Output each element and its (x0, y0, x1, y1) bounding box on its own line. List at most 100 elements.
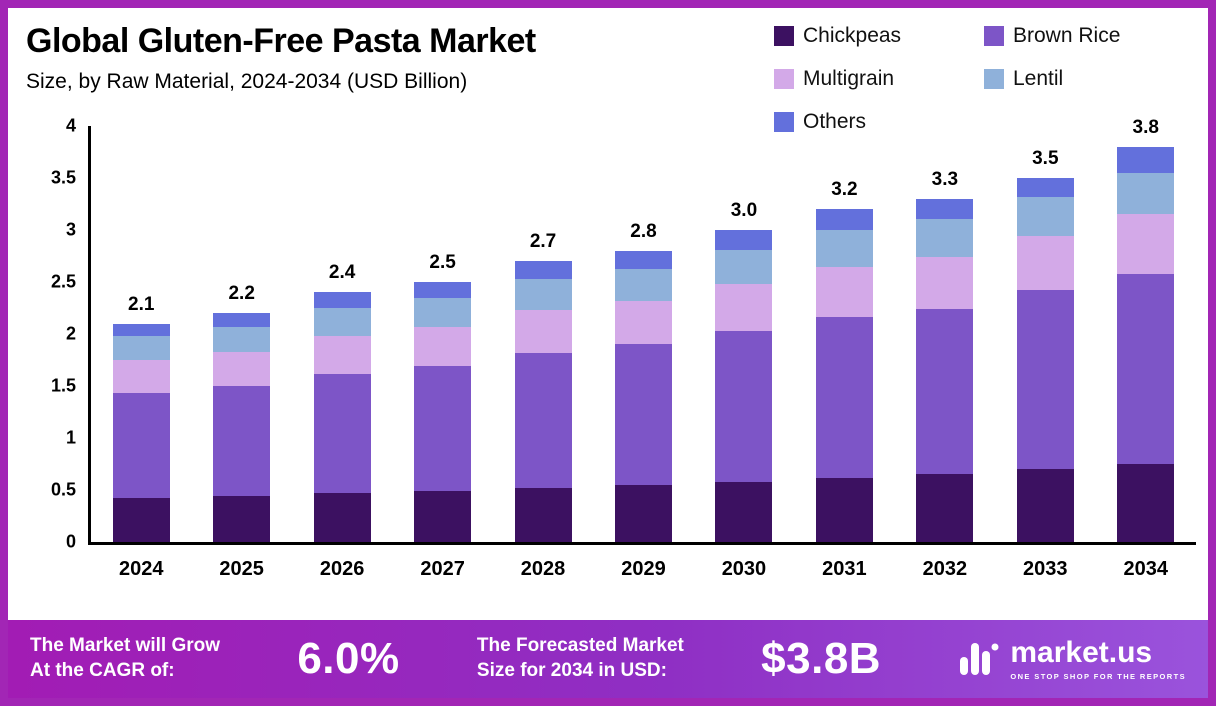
bar-group-2034: 3.8 (1096, 117, 1196, 542)
bar-segment-lentil (313, 308, 371, 337)
chart-header: Global Gluten-Free Pasta Market Size, by… (26, 22, 536, 94)
bar-segment-lentil (414, 297, 472, 327)
bar-segment-brown-rice (112, 393, 170, 499)
bar-total-label: 3.8 (1132, 116, 1159, 138)
brand-name: market.us (1010, 635, 1153, 669)
stacked-bar-2031 (815, 209, 873, 542)
bar-segment-multigrain (614, 300, 672, 345)
bar-total-label: 2.2 (228, 283, 255, 305)
bar-total-label: 3.2 (831, 179, 858, 201)
x-tick-label: 2025 (219, 558, 264, 580)
plot-area: 2.1 2.2 2.4 2.5 2.7 2.8 3.0 3.2 3.3 3.5 3.8 (88, 117, 1196, 545)
bar-segment-others (815, 209, 873, 231)
bar-group-2027: 2.5 (392, 252, 492, 542)
bar-segment-chickpeas (1117, 464, 1175, 542)
bar-segment-others (514, 261, 572, 279)
bar-segment-multigrain (414, 326, 472, 367)
legend-swatch-lentil (984, 69, 1004, 89)
bar-segment-chickpeas (313, 493, 371, 542)
bar-segment-brown-rice (514, 352, 572, 488)
bar-segment-multigrain (1117, 214, 1175, 274)
bar-segment-brown-rice (414, 366, 472, 491)
stacked-bar-2032 (916, 198, 974, 542)
bar-segment-chickpeas (414, 491, 472, 542)
x-tick-label: 2028 (520, 558, 566, 580)
bar-group-2028: 2.7 (493, 231, 593, 542)
bar-segment-lentil (213, 326, 271, 352)
bar-group-2032: 3.3 (895, 169, 995, 542)
bar-segment-chickpeas (916, 474, 974, 542)
bar-segment-multigrain (112, 360, 170, 394)
bar-total-label: 2.8 (630, 220, 657, 242)
x-tick-label: 2031 (822, 558, 867, 580)
bar-segment-others (715, 230, 773, 250)
legend-item-lentil: Lentil (984, 67, 1194, 91)
bar-total-label: 2.1 (128, 293, 155, 315)
x-axis: 2024 2025 2026 2027 2028 2029 2030 2031 2032 2033… (91, 545, 1196, 581)
y-tick-label: 3 (65, 219, 76, 240)
x-tick-label: 2026 (319, 558, 365, 580)
cagr-label: The Market will Grow At the CAGR of: (30, 634, 220, 683)
bar-segment-lentil (614, 268, 672, 301)
legend-item-multigrain: Multigrain (774, 67, 984, 91)
bar-segment-brown-rice (715, 330, 773, 482)
bar-segment-multigrain (916, 257, 974, 310)
bar-segment-chickpeas (112, 498, 170, 542)
brand-tagline: ONE STOP SHOP FOR THE REPORTS (1010, 671, 1186, 681)
brand-text: market.us ONE STOP SHOP FOR THE REPORTS (1010, 635, 1186, 681)
x-tick-label: 2029 (621, 558, 666, 580)
x-tick-label: 2024 (118, 558, 164, 580)
x-tick-label: 2034 (1123, 558, 1169, 580)
bar-segment-lentil (815, 230, 873, 268)
bar-group-2024: 2.1 (91, 294, 191, 542)
bar-group-2026: 2.4 (292, 262, 392, 542)
cagr-value: 6.0% (297, 634, 400, 683)
bar-segment-others (213, 313, 271, 327)
bar-total-label: 3.0 (730, 200, 758, 222)
legend-item-others: Others (774, 110, 984, 134)
stacked-bar-2024 (112, 323, 170, 542)
bar-total-label: 3.3 (931, 168, 959, 190)
bar-segment-lentil (112, 336, 170, 361)
forecast-label: The Forecasted Market Size for 2034 in U… (477, 634, 684, 683)
cagr-label-line2: At the CAGR of: (30, 660, 175, 681)
stacked-bar-2029 (614, 250, 672, 542)
legend: Chickpeas Brown Rice Multigrain Lentil Other… (774, 24, 1194, 153)
bar-segment-lentil (916, 218, 974, 258)
x-tick-label: 2027 (420, 558, 465, 580)
legend-label-multigrain: Multigrain (803, 67, 895, 90)
y-tick-label: 0 (65, 531, 76, 552)
bar-total-label: 3.5 (1032, 148, 1059, 170)
legend-label-lentil: Lentil (1013, 67, 1064, 90)
bar-segment-multigrain (715, 284, 773, 331)
legend-swatch-multigrain (774, 69, 794, 89)
y-tick-label: 4 (65, 115, 76, 136)
y-tick-label: 0.5 (50, 479, 76, 500)
legend-swatch-brown-rice (984, 26, 1004, 46)
legend-label-others: Others (803, 110, 867, 133)
stacked-bar-2030 (715, 230, 773, 542)
market-us-logo-icon (958, 637, 1000, 682)
stacked-bar-2025 (213, 313, 271, 542)
bar-group-2033: 3.5 (995, 148, 1095, 542)
y-tick-label: 1.5 (50, 375, 76, 396)
y-tick-label: 2.5 (50, 271, 76, 292)
y-tick-label: 3.5 (50, 167, 76, 188)
bar-segment-brown-rice (313, 373, 371, 494)
bar-segment-chickpeas (715, 481, 773, 542)
legend-swatch-chickpeas (774, 26, 794, 46)
bar-segment-chickpeas (815, 477, 873, 542)
x-tick-label: 2032 (922, 558, 968, 580)
bar-segment-brown-rice (1016, 290, 1074, 470)
bar-segment-others (1016, 178, 1074, 197)
bar-segment-lentil (1117, 172, 1175, 215)
bar-segment-brown-rice (213, 386, 271, 497)
legend-item-chickpeas: Chickpeas (774, 24, 984, 48)
bar-segment-lentil (1016, 196, 1074, 237)
y-axis: 0 0.5 1 1.5 2 2.5 3 3.5 4 (24, 116, 88, 552)
legend-label-chickpeas: Chickpeas (803, 24, 902, 47)
x-tick-label: 2030 (721, 558, 767, 580)
bar-segment-chickpeas (213, 496, 271, 542)
page-subtitle: Size, by Raw Material, 2024-2034 (USD Bi… (26, 70, 468, 93)
